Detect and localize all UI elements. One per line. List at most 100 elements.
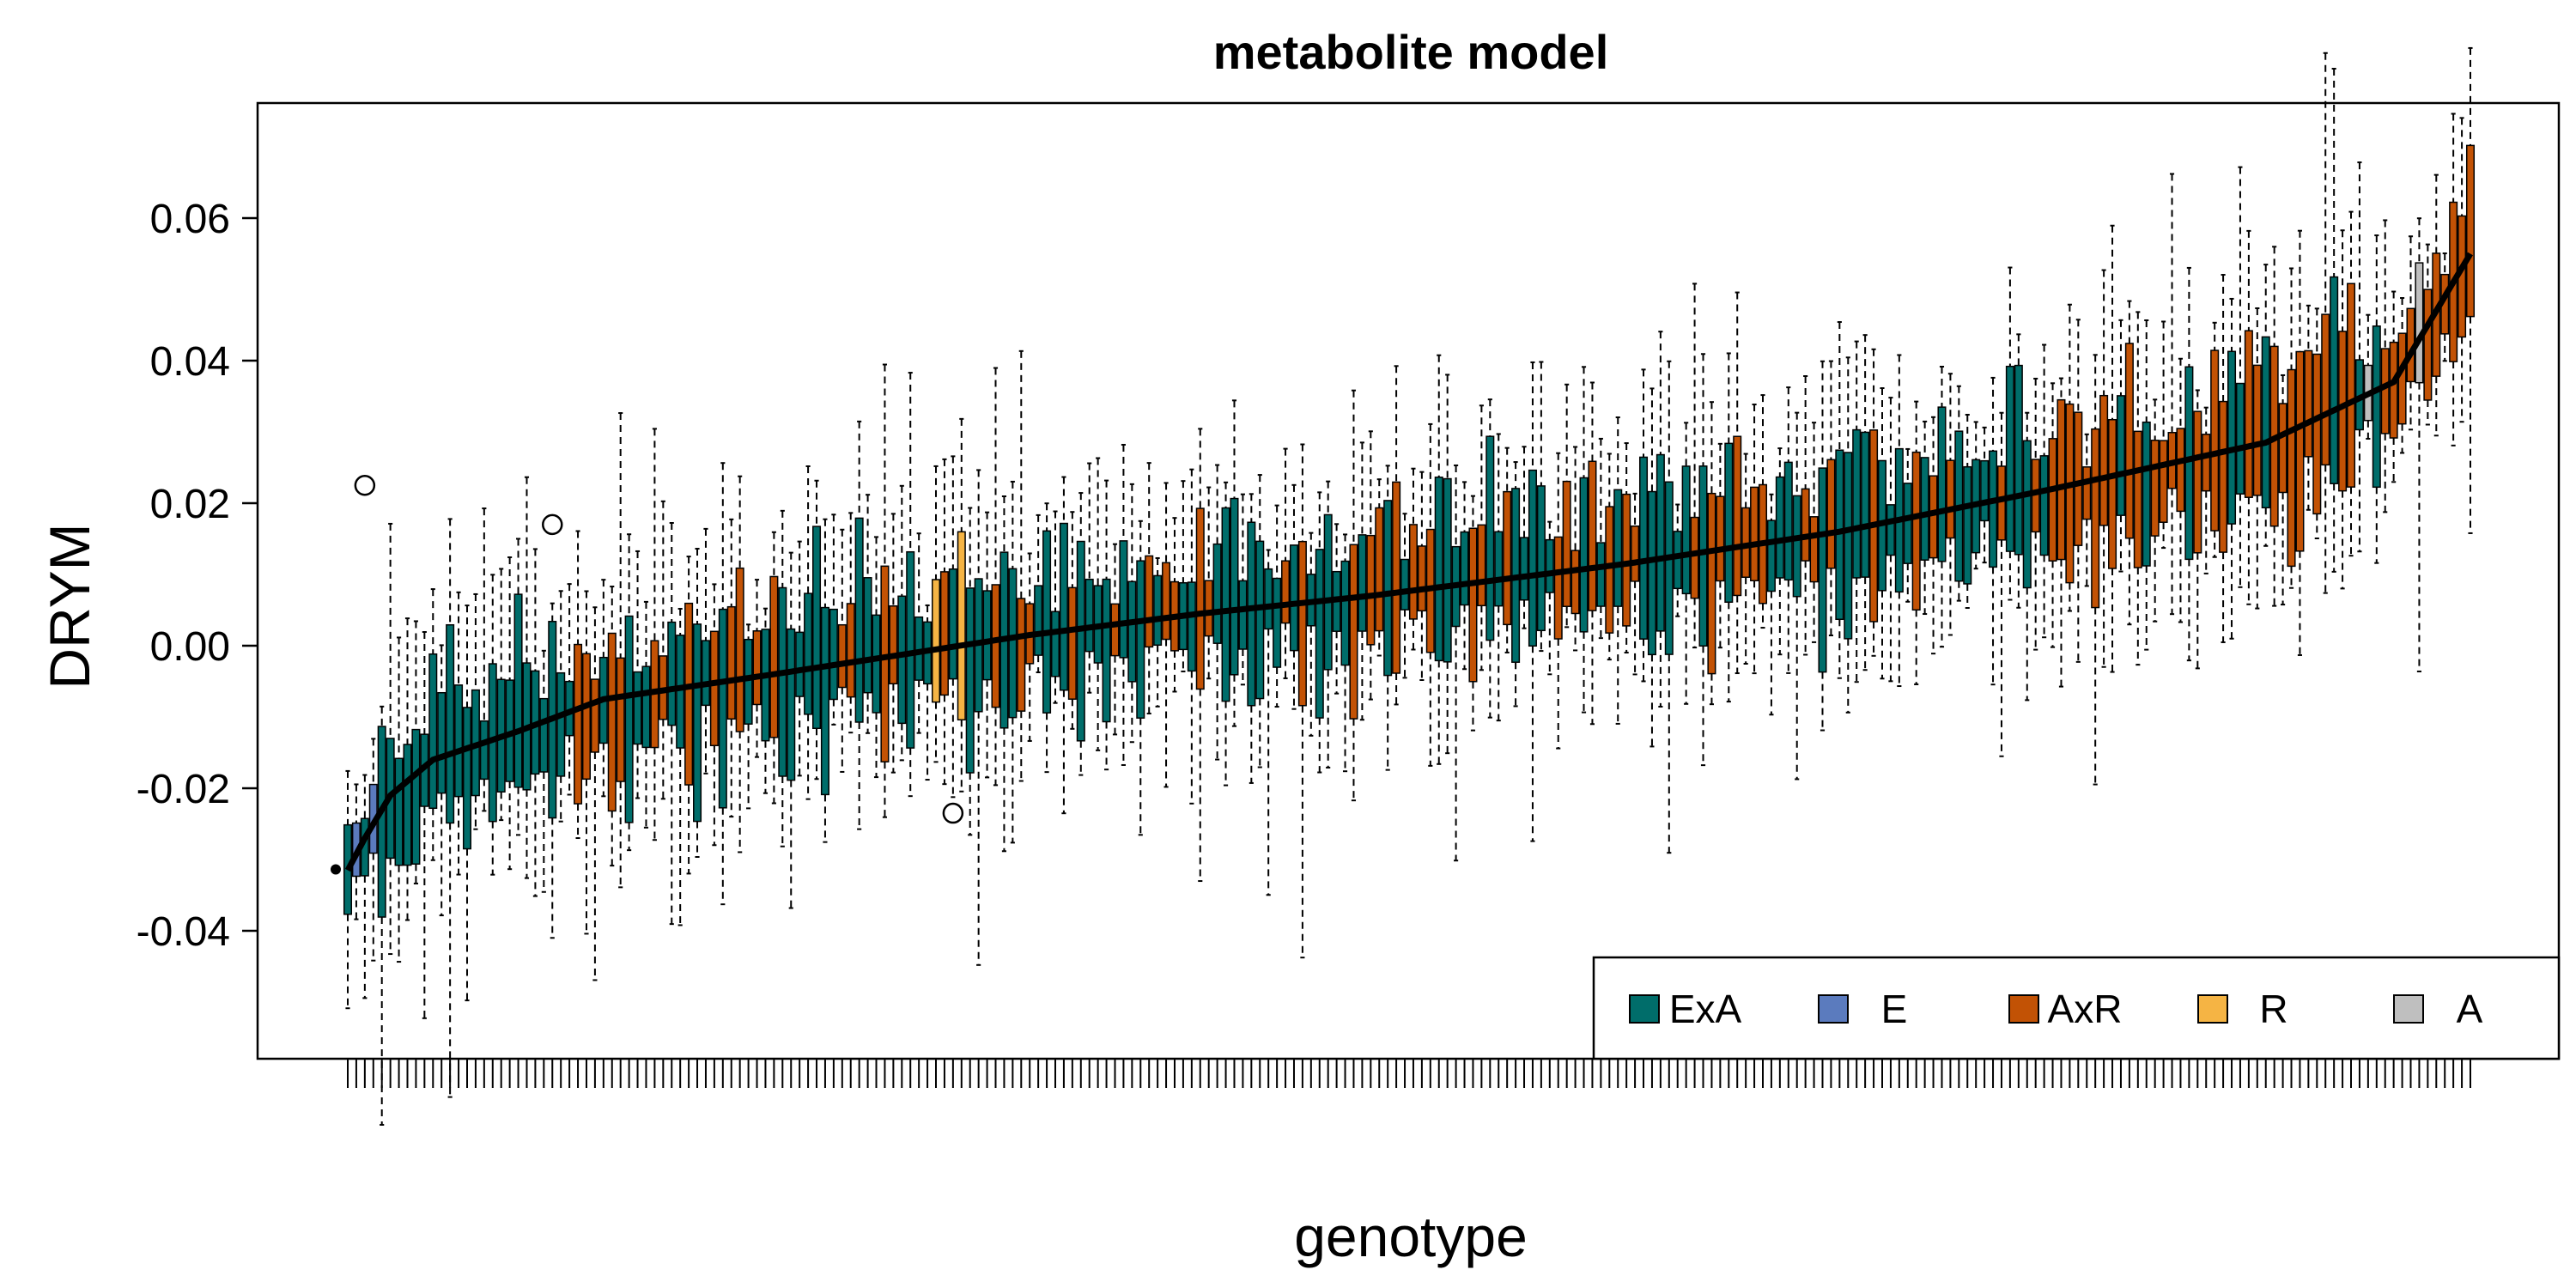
box — [1136, 560, 1145, 719]
box — [2022, 440, 2032, 589]
box-genotype — [914, 532, 924, 734]
box — [539, 697, 549, 773]
box — [2065, 403, 2075, 584]
box-genotype — [1383, 465, 1393, 771]
box-genotype — [1775, 447, 1784, 656]
box-genotype — [1631, 492, 1640, 676]
box-genotype — [2108, 224, 2117, 673]
box — [795, 631, 805, 697]
box — [1034, 585, 1043, 656]
box-genotype — [1536, 361, 1546, 653]
box-genotype — [403, 617, 412, 921]
box-genotype — [607, 586, 617, 867]
box — [1613, 489, 1623, 607]
box-genotype — [804, 465, 813, 800]
box — [574, 643, 583, 805]
outlier-point — [542, 513, 563, 536]
box — [1494, 531, 1504, 607]
y-tick-label: -0.02 — [137, 767, 230, 812]
box — [2099, 394, 2109, 526]
box-genotype — [2235, 166, 2245, 588]
box-genotype — [1911, 400, 1921, 685]
box-genotype — [471, 592, 480, 830]
box — [1230, 497, 1239, 676]
box — [1937, 406, 1947, 562]
y-tick-label: -0.04 — [137, 909, 230, 955]
box-genotype — [1221, 481, 1230, 787]
box — [1067, 586, 1077, 700]
median-line — [344, 252, 2474, 872]
box — [787, 628, 796, 781]
box-genotype — [633, 550, 642, 799]
box-genotype — [1468, 495, 1478, 732]
box-genotype — [1494, 433, 1504, 722]
box-genotype — [1195, 428, 1205, 883]
box-genotype — [2210, 321, 2220, 558]
box — [880, 565, 890, 762]
box — [965, 587, 975, 774]
box — [2312, 353, 2322, 515]
box — [667, 621, 677, 726]
box-genotype — [889, 513, 898, 774]
box — [462, 707, 472, 850]
box-genotype — [2465, 46, 2476, 534]
box — [2372, 325, 2381, 489]
box-genotype — [462, 605, 472, 1002]
box-genotype — [1358, 441, 1367, 721]
box — [1017, 598, 1026, 712]
box — [1681, 465, 1691, 595]
box — [726, 605, 736, 720]
box-genotype — [1647, 387, 1656, 748]
box-genotype — [676, 607, 685, 927]
box — [735, 567, 744, 732]
box — [2048, 438, 2057, 562]
box-genotype — [2269, 246, 2279, 607]
box — [1323, 513, 1333, 671]
box — [411, 728, 421, 865]
box-genotype — [1093, 457, 1103, 751]
box-genotype — [2330, 68, 2339, 573]
legend: ExA E AxR R A — [1592, 956, 2561, 1060]
box-genotype — [2124, 300, 2134, 626]
box — [1477, 524, 1486, 607]
box-genotype — [1025, 552, 1035, 742]
box-genotype — [1818, 360, 1827, 732]
box-genotype — [2287, 267, 2296, 589]
box-genotype — [1545, 520, 1554, 676]
box-genotype — [709, 583, 719, 847]
box-genotype — [1297, 443, 1307, 959]
box-genotype — [1656, 331, 1665, 708]
box — [437, 691, 447, 794]
box-genotype — [1937, 365, 1947, 648]
box-genotype — [1247, 493, 1256, 784]
box-genotype — [1067, 511, 1077, 730]
box — [2321, 313, 2330, 466]
box — [403, 744, 412, 866]
box-genotype — [897, 484, 907, 762]
box — [1162, 562, 1171, 641]
y-axis-label: DRYM — [38, 523, 101, 689]
box-genotype — [880, 363, 890, 818]
box — [394, 757, 404, 866]
box — [863, 577, 872, 694]
box — [446, 623, 455, 824]
box-genotype — [1503, 447, 1512, 653]
box-genotype — [906, 372, 915, 798]
box — [513, 593, 523, 788]
box — [1187, 581, 1196, 672]
box-genotype — [1673, 503, 1682, 617]
box-genotype — [1084, 462, 1094, 694]
box-genotype — [2176, 357, 2185, 623]
box-genotype — [1638, 368, 1649, 683]
box-genotype — [829, 513, 838, 726]
box-genotype — [616, 412, 625, 889]
box — [2330, 276, 2339, 484]
box-genotype — [2150, 398, 2160, 623]
box-genotype — [2159, 320, 2168, 550]
box — [1963, 465, 1972, 585]
box-genotype — [1520, 446, 1529, 629]
box-genotype — [2065, 303, 2075, 612]
box-genotype — [2039, 343, 2049, 639]
box-genotype — [735, 475, 744, 854]
